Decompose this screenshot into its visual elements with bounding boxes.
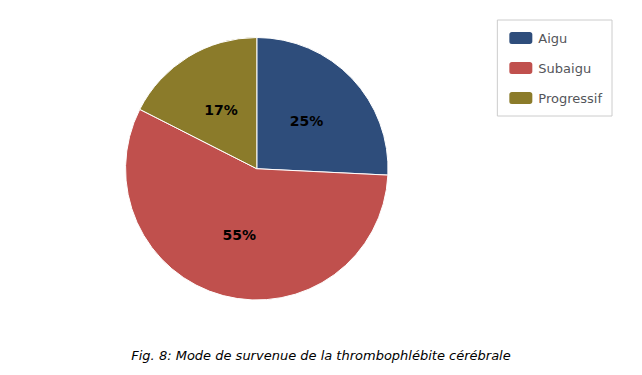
svg-text:Aigu: Aigu [538,31,567,46]
svg-text:25%: 25% [290,113,324,129]
svg-text:Progressif: Progressif [538,91,602,106]
svg-text:Subaigu: Subaigu [538,61,591,76]
svg-text:55%: 55% [222,227,256,243]
svg-text:17%: 17% [204,102,238,118]
svg-text:Fig. 8: Mode de survenue de la: Fig. 8: Mode de survenue de la thromboph… [131,348,510,363]
